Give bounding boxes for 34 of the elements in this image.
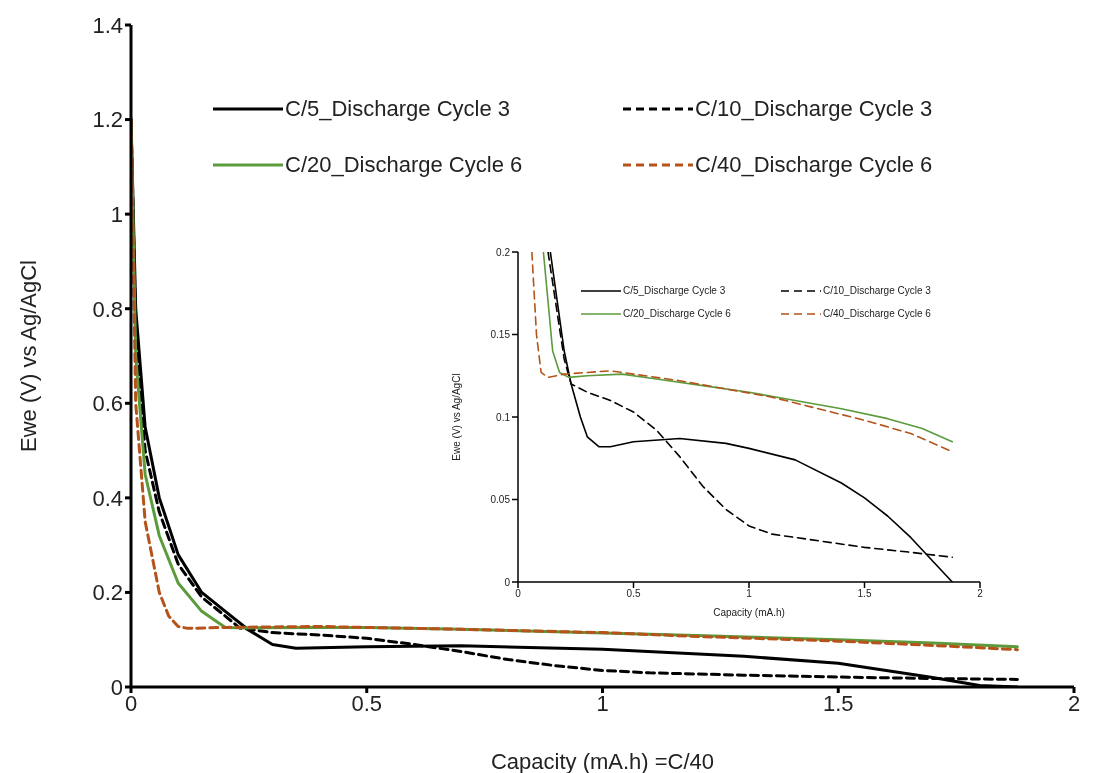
legend-label: C/20_Discharge Cycle 6 — [623, 308, 731, 319]
x-tick-label: 2 — [977, 588, 984, 600]
legend-label: C/10_Discharge Cycle 3 — [695, 96, 933, 122]
legend-label: C/20_Discharge Cycle 6 — [285, 152, 523, 178]
legend-label: C/5_Discharge Cycle 3 — [623, 285, 726, 296]
x-tick-label: 1 — [746, 588, 753, 600]
legend-label: C/5_Discharge Cycle 3 — [285, 96, 510, 122]
x-tick-label: 0.5 — [626, 588, 641, 600]
y-tick-label: 0.2 — [496, 246, 511, 258]
x-tick-label: 1.5 — [822, 690, 854, 716]
y-tick-label: 0.2 — [92, 580, 123, 606]
legend-label: C/40_Discharge Cycle 6 — [695, 152, 933, 178]
y-tick-label: 0 — [504, 576, 511, 588]
x-tick-label: 1.5 — [857, 588, 872, 600]
y-axis-title: Ewe (V) vs Ag/AgCl — [15, 260, 41, 452]
x-tick-label: 2 — [1067, 690, 1081, 716]
y-tick-label: 0.15 — [490, 329, 511, 341]
y-tick-label: 0.4 — [92, 485, 123, 511]
x-tick-label: 0.5 — [351, 690, 383, 716]
y-tick-label: 0 — [110, 674, 123, 700]
legend-label: C/40_Discharge Cycle 6 — [823, 308, 931, 319]
x-axis-title: Capacity (mA.h) =C/40 — [490, 749, 715, 773]
legend-label: C/10_Discharge Cycle 3 — [823, 285, 931, 296]
y-tick-label: 0.05 — [490, 494, 511, 506]
x-tick-label: 1 — [596, 690, 609, 716]
y-tick-label: 1.2 — [92, 107, 123, 133]
x-tick-label: 0 — [515, 588, 522, 600]
y-tick-label: 0.8 — [92, 296, 123, 322]
x-axis-title: Capacity (mA.h) — [713, 607, 785, 618]
y-axis-title: Ewe (V) vs Ag/AgCl — [450, 373, 462, 461]
y-tick-label: 1 — [110, 201, 123, 227]
y-tick-label: 0.6 — [92, 391, 123, 417]
y-tick-label: 0.1 — [496, 411, 511, 423]
y-tick-label: 1.4 — [92, 12, 123, 38]
